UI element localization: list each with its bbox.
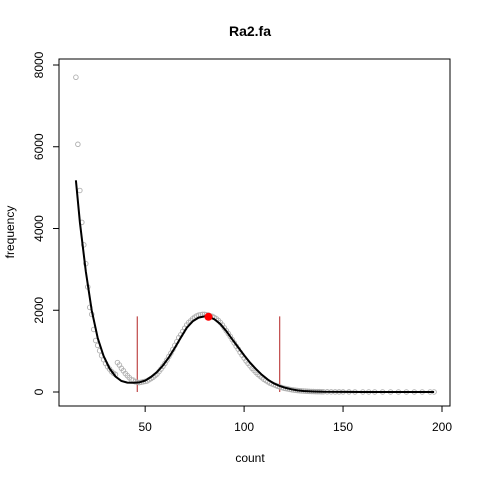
y-axis-label: frequency xyxy=(3,206,17,259)
y-tick-label: 0 xyxy=(32,388,46,395)
y-tick-label: 4000 xyxy=(32,215,46,242)
data-point xyxy=(73,74,79,81)
y-tick-label: 6000 xyxy=(32,133,46,160)
x-tick-label: 150 xyxy=(333,420,353,434)
y-tick-label: 8000 xyxy=(32,51,46,78)
plot-frame xyxy=(58,58,451,407)
x-tick-label: 200 xyxy=(432,420,452,434)
chart-title: Ra2.fa xyxy=(229,23,271,39)
x-axis-label: count xyxy=(235,451,265,465)
x-tick-label: 50 xyxy=(138,420,152,434)
y-tick-label: 2000 xyxy=(32,297,46,324)
x-tick-label: 100 xyxy=(234,420,254,434)
vertical-markers xyxy=(136,316,281,392)
x-axis: 50 100 150 200 xyxy=(138,406,452,434)
data-point xyxy=(75,141,81,148)
peak-point xyxy=(204,312,213,321)
y-axis: 0 2000 4000 6000 8000 xyxy=(32,51,59,395)
